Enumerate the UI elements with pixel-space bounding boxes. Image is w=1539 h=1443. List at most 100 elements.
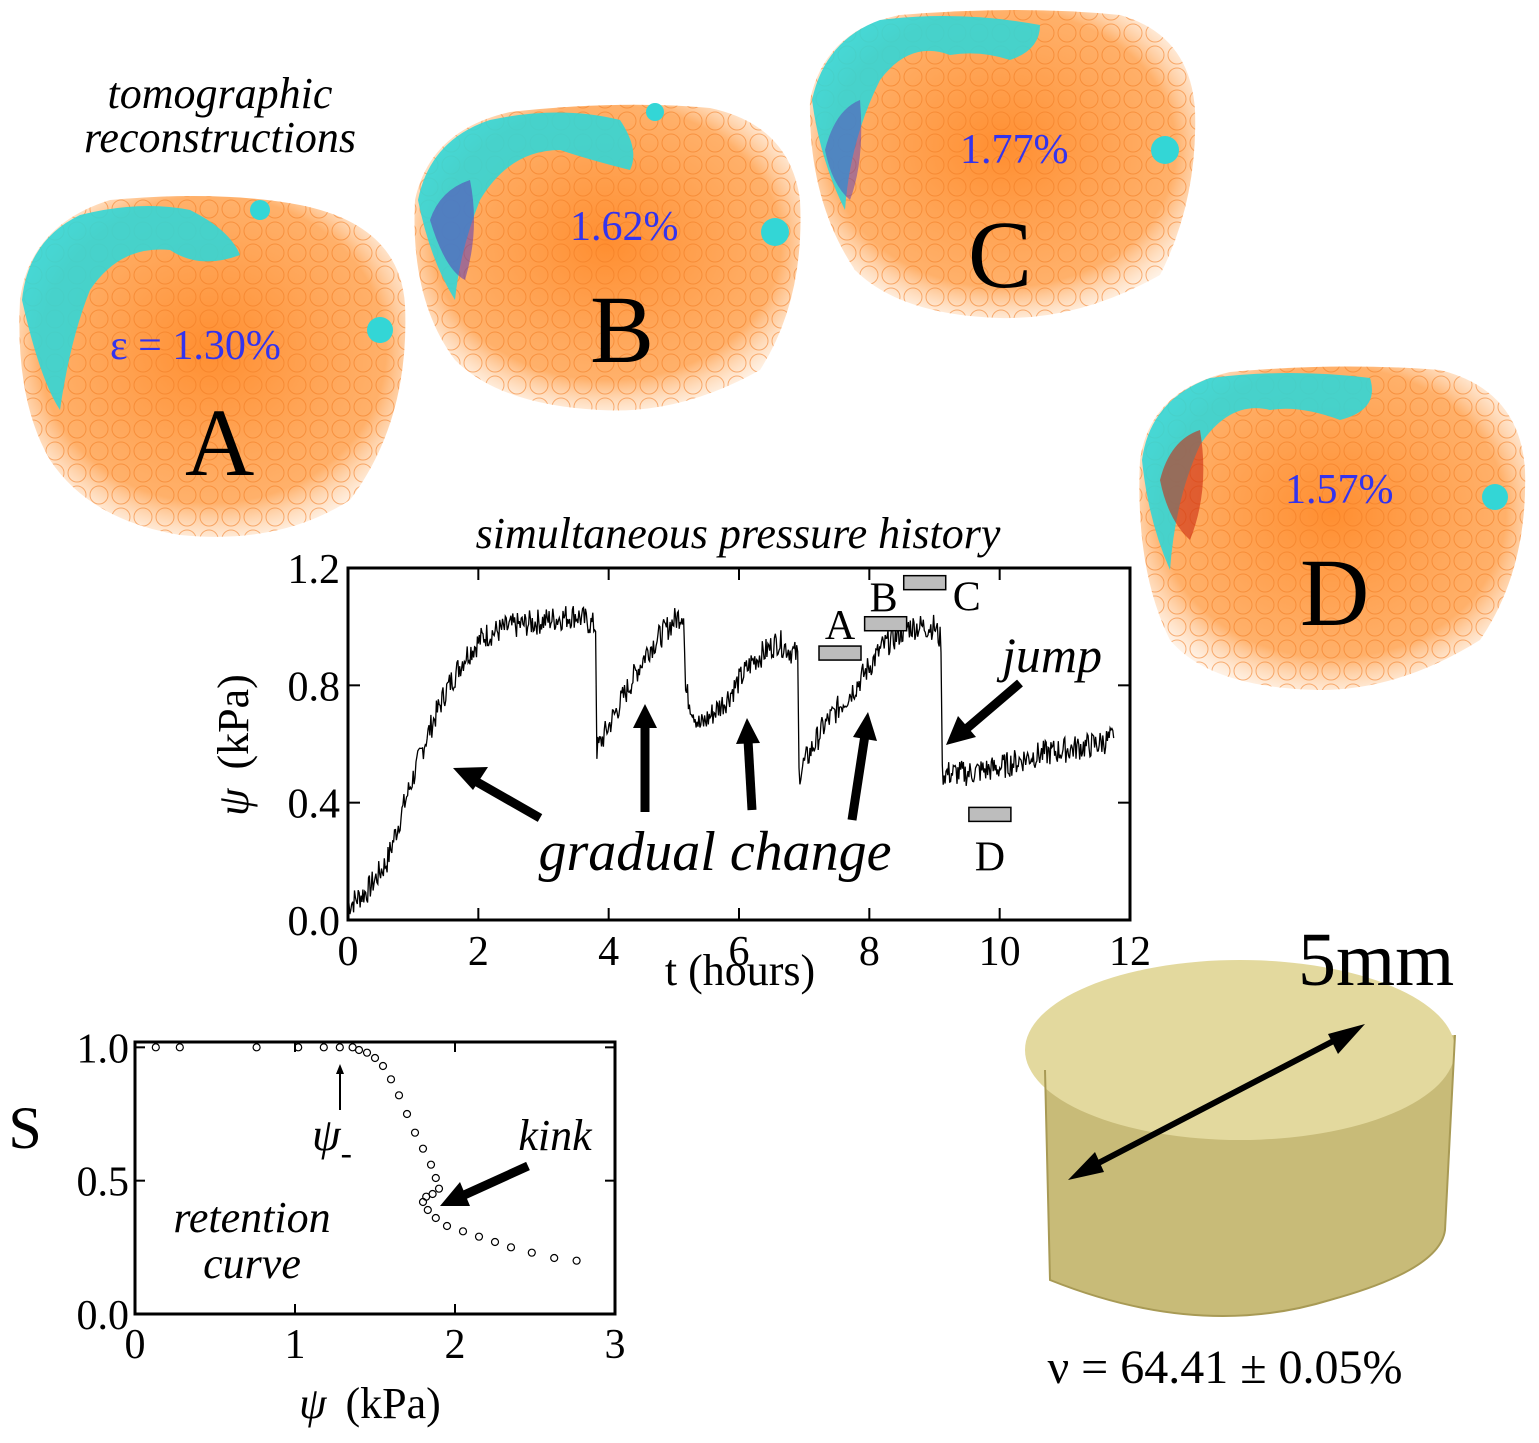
retention-point xyxy=(354,1045,364,1055)
retention-point xyxy=(572,1256,581,1265)
pressure-x-tick-label: 4 xyxy=(598,929,619,975)
retention-points xyxy=(151,1043,581,1265)
pressure-marker-c xyxy=(902,574,947,591)
gradual-arrow-3 xyxy=(743,739,757,811)
pressure-y-tick-label: 1.2 xyxy=(288,547,341,593)
retention-point xyxy=(442,1221,452,1231)
reconstruction-a xyxy=(19,196,406,537)
retention-x-label-symbol: ψ xyxy=(299,1379,327,1428)
pressure-marker-label-d: D xyxy=(975,834,1005,880)
psi-threshold-label: ψ- xyxy=(312,1109,352,1172)
pressure-series-line xyxy=(347,606,1115,915)
retention-point xyxy=(175,1043,184,1052)
gradual-change-label: gradual change xyxy=(538,821,891,883)
gradual-arrowhead-3 xyxy=(736,718,760,744)
pressure-y-label: ψ (kPa) xyxy=(209,674,258,816)
jump-label: jump xyxy=(996,627,1102,683)
pressure-y-tick-label: 0.8 xyxy=(288,664,341,710)
retention-point xyxy=(418,1144,428,1153)
retention-y-tick-label: 0.5 xyxy=(77,1160,130,1206)
gradual-arrowhead-4 xyxy=(853,712,877,741)
retention-point xyxy=(410,1128,420,1137)
retention-x-tick-label: 1 xyxy=(285,1322,306,1368)
retention-point xyxy=(252,1043,261,1052)
retention-point xyxy=(527,1248,536,1257)
retention-y-axis: 0.0 0.5 1.0 xyxy=(77,1026,615,1339)
recon-d-letter: D xyxy=(1300,539,1370,646)
reconstruction-c xyxy=(809,10,1196,319)
retention-x-label-unit: (kPa) xyxy=(346,1379,441,1428)
retention-point xyxy=(550,1253,559,1263)
recon-title-line2: reconstructions xyxy=(83,113,357,162)
pressure-y-label-symbol: ψ xyxy=(209,788,258,816)
pressure-x-tick-label: 0 xyxy=(338,929,359,975)
pressure-x-tick-label: 12 xyxy=(1109,929,1151,975)
retention-point xyxy=(402,1109,412,1119)
reconstruction-b xyxy=(414,103,801,411)
retention-label-line1: retention xyxy=(173,1193,330,1242)
pressure-marker-b xyxy=(863,615,908,632)
retention-point xyxy=(423,1205,432,1215)
retention-point xyxy=(490,1237,500,1247)
psi-arrow xyxy=(336,1064,344,1110)
retention-point xyxy=(458,1227,468,1236)
pressure-markers: AB C D xyxy=(818,574,1012,880)
retention-x-tick-label: 2 xyxy=(445,1322,466,1368)
jump-arrow xyxy=(946,679,1023,745)
recon-c-letter: C xyxy=(968,201,1033,308)
reconstruction-d xyxy=(1139,366,1526,690)
retention-point xyxy=(386,1075,396,1084)
retention-point xyxy=(378,1061,388,1071)
recon-a-value: ε = 1.30% xyxy=(110,323,281,369)
recon-b-value: 1.62% xyxy=(570,204,679,250)
retention-point xyxy=(394,1091,404,1100)
gradual-arrow-1 xyxy=(467,774,543,822)
retention-y-label: S xyxy=(8,1095,41,1161)
pressure-marker-d xyxy=(968,806,1012,823)
retention-point xyxy=(294,1043,303,1052)
retention-plot-frame xyxy=(133,1040,617,1316)
gradual-arrowhead-2 xyxy=(633,704,657,728)
pressure-marker-label-c: C xyxy=(953,575,981,621)
pressure-x-tick-label: 6 xyxy=(729,929,750,975)
retention-point xyxy=(151,1043,160,1052)
recon-title-line1: tomographic xyxy=(107,69,333,118)
retention-y-tick-label: 0.0 xyxy=(77,1293,130,1339)
scale-label: 5mm xyxy=(1298,918,1455,1002)
retention-point xyxy=(506,1243,516,1252)
retention-point xyxy=(418,1197,428,1207)
retention-point xyxy=(319,1043,328,1052)
retention-point xyxy=(431,1173,440,1183)
retention-point xyxy=(431,1213,440,1223)
retention-point xyxy=(370,1053,380,1063)
pressure-chart-title: simultaneous pressure history xyxy=(476,509,1001,558)
gradual-arrow-4 xyxy=(847,734,870,821)
kink-arrow xyxy=(440,1161,530,1206)
fraction-label: ν = 64.41 ± 0.05% xyxy=(1047,1341,1403,1394)
recon-title: tomographic reconstructions xyxy=(40,72,400,160)
recon-c-value: 1.77% xyxy=(960,127,1069,173)
kink-label: kink xyxy=(518,1111,593,1160)
retention-x-label: ψ (kPa) xyxy=(299,1379,441,1428)
packing-image xyxy=(1025,960,1456,1317)
pressure-marker-a xyxy=(818,645,862,661)
pressure-x-tick-label: 2 xyxy=(468,929,489,975)
pressure-x-tick-label: 8 xyxy=(859,929,880,975)
retention-point xyxy=(362,1048,372,1057)
retention-point xyxy=(474,1232,484,1241)
recon-d-value: 1.57% xyxy=(1285,467,1394,513)
retention-x-tick-label: 0 xyxy=(125,1322,146,1368)
gradual-arrowhead-1 xyxy=(453,767,488,790)
pressure-y-tick-label: 0.0 xyxy=(288,899,341,945)
pressure-y-tick-label: 0.4 xyxy=(288,782,341,828)
retention-x-tick-label: 3 xyxy=(605,1322,626,1368)
pressure-x-label: t (hours) xyxy=(665,946,815,995)
pressure-marker-label-b: B xyxy=(870,576,898,622)
retention-point xyxy=(426,1160,436,1169)
pressure-y-label-unit: (kPa) xyxy=(209,674,258,769)
pressure-x-tick-label: 10 xyxy=(979,929,1021,975)
